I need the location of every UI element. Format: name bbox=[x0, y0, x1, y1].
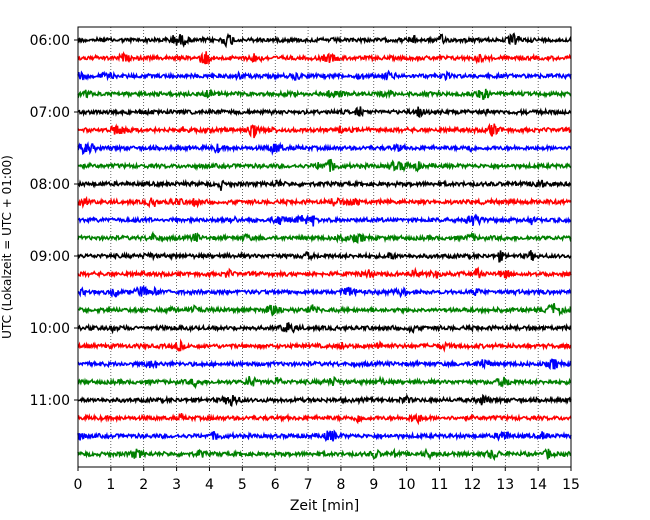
trace-line bbox=[77, 322, 572, 335]
trace-line bbox=[77, 338, 572, 353]
trace-line bbox=[77, 69, 572, 82]
trace-line bbox=[77, 250, 572, 263]
x-axis-ticks: 0 1 2 3 4 5 6 7 8 9 10 11 12 13 14 15 bbox=[74, 467, 580, 493]
x-tick-label: 6 bbox=[271, 477, 280, 493]
x-tick-label: 14 bbox=[529, 477, 547, 493]
y-tick-label: 11:00 bbox=[30, 393, 70, 409]
y-tick-label: 06:00 bbox=[30, 33, 70, 49]
y-tick-label: 07:00 bbox=[30, 105, 70, 121]
trace-line bbox=[77, 303, 572, 317]
trace-line bbox=[77, 447, 572, 462]
y-tick-label: 08:00 bbox=[30, 177, 70, 193]
x-tick-label: 10 bbox=[398, 477, 416, 493]
trace-line bbox=[77, 284, 572, 299]
trace-line bbox=[77, 195, 572, 209]
trace-line bbox=[77, 106, 572, 119]
trace-line bbox=[77, 32, 572, 49]
trace-line bbox=[77, 375, 572, 390]
x-axis-title: Zeit [min] bbox=[290, 498, 359, 514]
trace-line bbox=[77, 213, 572, 227]
x-tick-label: 11 bbox=[431, 477, 449, 493]
trace-line bbox=[77, 122, 572, 139]
trace-line bbox=[77, 158, 572, 173]
x-tick-label: 3 bbox=[172, 477, 181, 493]
x-tick-label: 9 bbox=[369, 477, 378, 493]
trace-line bbox=[77, 429, 572, 443]
y-axis-ticks: 06:00 07:00 08:00 09:00 10:00 11:00 bbox=[30, 33, 78, 409]
trace-line bbox=[77, 393, 572, 408]
trace-lines bbox=[77, 32, 572, 462]
x-tick-label: 5 bbox=[238, 477, 247, 493]
trace-line bbox=[77, 412, 572, 426]
x-tick-label: 12 bbox=[463, 477, 481, 493]
x-tick-label: 0 bbox=[74, 477, 83, 493]
trace-line bbox=[77, 88, 572, 100]
x-tick-label: 8 bbox=[336, 477, 345, 493]
x-tick-label: 7 bbox=[304, 477, 313, 493]
y-tick-label: 10:00 bbox=[30, 321, 70, 337]
x-tick-label: 15 bbox=[562, 477, 580, 493]
x-tick-label: 13 bbox=[496, 477, 514, 493]
trace-line bbox=[77, 358, 572, 371]
trace-line bbox=[77, 178, 572, 191]
plot-frame bbox=[77, 26, 572, 468]
trace-line bbox=[77, 266, 572, 280]
trace-line bbox=[77, 141, 572, 156]
trace-line bbox=[77, 230, 572, 245]
y-axis-title: UTC (Lokalzeit = UTC + 01:00) bbox=[0, 155, 14, 339]
x-tick-label: 2 bbox=[139, 477, 148, 493]
y-tick-label: 09:00 bbox=[30, 249, 70, 265]
trace-line bbox=[77, 51, 572, 66]
x-tick-label: 1 bbox=[106, 477, 115, 493]
x-tick-label: 4 bbox=[205, 477, 214, 493]
